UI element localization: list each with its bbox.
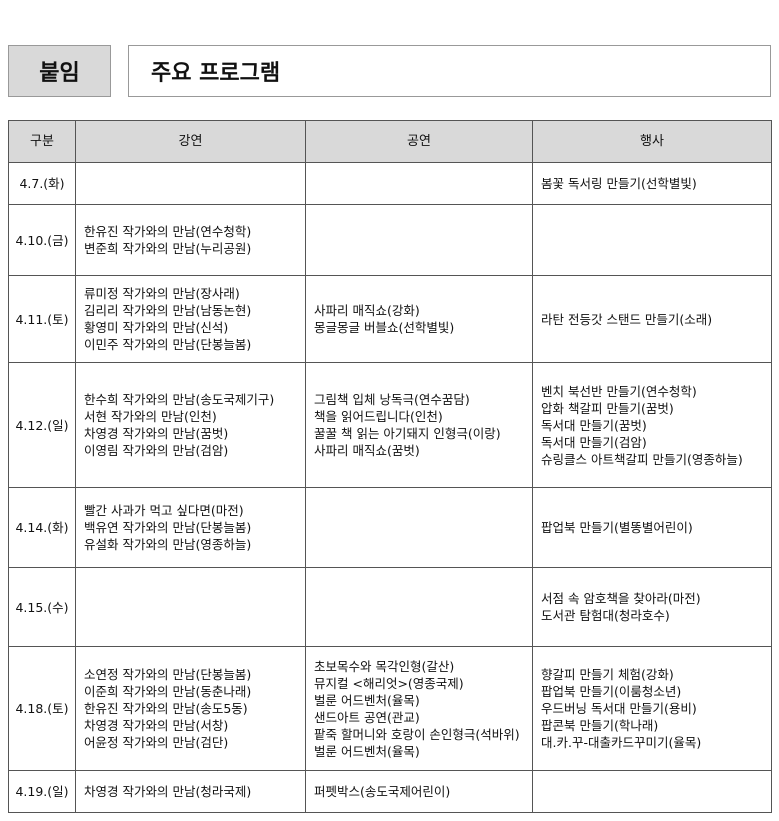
program-item: 꿀꿀 책 읽는 아기돼지 인형극(이랑): [314, 426, 501, 441]
program-item: 사파리 매직쇼(강화): [314, 303, 420, 318]
column-header: 강연: [75, 120, 306, 163]
program-item: 팝콘북 만들기(학나래): [541, 718, 659, 733]
program-item: 팝업북 만들기(이룸청소년): [541, 684, 682, 699]
date-cell: 4.18.(토): [8, 646, 76, 771]
events-cell: [532, 770, 772, 813]
program-item: 서점 속 암호책을 찾아라(마전): [541, 591, 701, 606]
events-cell: 라탄 전등갓 스탠드 만들기(소래): [532, 275, 772, 363]
program-item: 봄꽃 독서링 만들기(선학별빛): [541, 176, 697, 191]
date-cell: 4.14.(화): [8, 487, 76, 568]
table-row: 4.11.(토) 류미정 작가와의 만남(장사래) 김리리 작가와의 만남(남동논현…: [8, 275, 772, 363]
performances-cell: [305, 162, 533, 205]
program-item: 퍼펫박스(송도국제어린이): [314, 784, 451, 799]
table-row: 4.15.(수) 서점 속 암호책을 찾아라(마전) 도서관 탐험대(청라호수): [8, 567, 772, 647]
program-item: 차영경 작가와의 만남(꿈벗): [84, 426, 229, 441]
lectures-cell: 류미정 작가와의 만남(장사래) 김리리 작가와의 만남(남동논현) 황영미 작가와…: [75, 275, 306, 363]
program-item: 향갈피 만들기 체험(강화): [541, 667, 674, 682]
program-item: 슈링클스 아트책갈피 만들기(영종하늘): [541, 451, 743, 467]
program-item: 빨간 사과가 먹고 싶다면(마전): [84, 503, 244, 518]
table-row: 4.10.(금) 한유진 작가와의 만남(연수청학) 변준희 작가와의 만남(누리공…: [8, 204, 772, 276]
program-item: 한유진 작가와의 만남(연수청학): [84, 224, 252, 239]
lectures-cell: 빨간 사과가 먹고 싶다면(마전) 백유연 작가와의 만남(단봉늘봄) 유설화 작가…: [75, 487, 306, 568]
date-cell: 4.7.(화): [8, 162, 76, 205]
events-cell: 벤치 북선반 만들기(연수청학) 압화 책갈피 만들기(꿈벗) 독서대 만들기(꿈벗…: [532, 362, 772, 488]
program-item: 차영경 작가와의 만남(청라국제): [84, 784, 252, 799]
performances-cell: [305, 487, 533, 568]
performances-cell: [305, 204, 533, 276]
column-header: 구분: [8, 120, 76, 163]
program-item: 벌룬 어드벤처(율목): [314, 692, 420, 708]
program-item: 라탄 전등갓 스탠드 만들기(소래): [541, 311, 713, 327]
program-item: 팥죽 할머니와 호랑이 손인형극(석바위): [314, 726, 520, 742]
table-row: 4.19.(일) 차영경 작가와의 만남(청라국제) 퍼펫박스(송도국제어린이): [8, 770, 772, 813]
events-cell: 봄꽃 독서링 만들기(선학별빛): [532, 162, 772, 205]
program-item: 소연정 작가와의 만남(단봉늘봄): [84, 667, 252, 682]
lectures-cell: 소연정 작가와의 만남(단봉늘봄) 이준희 작가와의 만남(동춘나래) 한유진 작가…: [75, 646, 306, 771]
lectures-cell: 한유진 작가와의 만남(연수청학) 변준희 작가와의 만남(누리공원): [75, 204, 306, 276]
program-item: 변준희 작가와의 만남(누리공원): [84, 241, 252, 256]
program-item: 샌드아트 공연(관교): [314, 709, 420, 725]
table-row: 4.14.(화) 빨간 사과가 먹고 싶다면(마전) 백유연 작가와의 만남(단봉늘…: [8, 487, 772, 568]
column-header: 공연: [305, 120, 533, 163]
date-cell: 4.11.(토): [8, 275, 76, 363]
program-item: 벤치 북선반 만들기(연수청학): [541, 383, 697, 399]
page-title: 주요 프로그램: [128, 45, 771, 97]
program-item: 어윤정 작가와의 만남(검단): [84, 735, 229, 750]
program-item: 황영미 작가와의 만남(신석): [84, 320, 229, 335]
program-item: 한유진 작가와의 만남(송도5동): [84, 701, 248, 716]
program-item: 사파리 매직쇼(꿈벗): [314, 443, 420, 458]
performances-cell: 그림책 입체 낭독극(연수꿈담) 책을 읽어드립니다(인천) 꿀꿀 책 읽는 아기돼…: [305, 362, 533, 488]
header-row: 구분 강연 공연 행사: [8, 120, 772, 163]
program-item: 뮤지컬 <해리엇>(영종국제): [314, 675, 464, 691]
events-cell: 서점 속 암호책을 찾아라(마전) 도서관 탐험대(청라호수): [532, 567, 772, 647]
program-item: 차영경 작가와의 만남(서창): [84, 718, 229, 733]
attachment-label: 붙임: [8, 45, 111, 97]
program-item: 류미정 작가와의 만남(장사래): [84, 286, 240, 301]
performances-cell: 사파리 매직쇼(강화) 몽글몽글 버블쇼(선학별빛): [305, 275, 533, 363]
table-body: 4.7.(화) 봄꽃 독서링 만들기(선학별빛) 4.10.(금) 한유진 작가와의 …: [8, 162, 772, 813]
program-item: 대.카.꾸-대출카드꾸미기(율목): [541, 735, 702, 750]
performances-cell: [305, 567, 533, 647]
date-cell: 4.19.(일): [8, 770, 76, 813]
program-item: 벌룬 어드벤처(율목): [314, 743, 420, 759]
program-item: 이영림 작가와의 만남(검암): [84, 443, 229, 458]
program-item: 몽글몽글 버블쇼(선학별빛): [314, 320, 455, 335]
events-cell: 팝업북 만들기(별똥별어린이): [532, 487, 772, 568]
program-item: 독서대 만들기(검암): [541, 434, 647, 450]
date-cell: 4.10.(금): [8, 204, 76, 276]
program-item: 백유연 작가와의 만남(단봉늘봄): [84, 520, 252, 535]
table-row: 4.7.(화) 봄꽃 독서링 만들기(선학별빛): [8, 162, 772, 205]
lectures-cell: 한수희 작가와의 만남(송도국제기구) 서현 작가와의 만남(인천) 차영경 작가와…: [75, 362, 306, 488]
program-item: 우드버닝 독서대 만들기(용비): [541, 701, 697, 716]
program-item: 한수희 작가와의 만남(송도국제기구): [84, 392, 275, 407]
lectures-cell: [75, 567, 306, 647]
lectures-cell: 차영경 작가와의 만남(청라국제): [75, 770, 306, 813]
lectures-cell: [75, 162, 306, 205]
program-item: 서현 작가와의 만남(인천): [84, 409, 217, 424]
program-item: 압화 책갈피 만들기(꿈벗): [541, 400, 674, 416]
program-item: 초보목수와 목각인형(갈산): [314, 658, 455, 674]
program-item: 팝업북 만들기(별똥별어린이): [541, 520, 693, 535]
events-cell: [532, 204, 772, 276]
program-item: 김리리 작가와의 만남(남동논현): [84, 303, 252, 318]
table-row: 4.18.(토) 소연정 작가와의 만남(단봉늘봄) 이준희 작가와의 만남(동춘나…: [8, 646, 772, 771]
column-header: 행사: [532, 120, 772, 163]
program-item: 유설화 작가와의 만남(영종하늘): [84, 537, 252, 552]
program-item: 책을 읽어드립니다(인천): [314, 409, 443, 424]
date-cell: 4.12.(일): [8, 362, 76, 488]
program-item: 이준희 작가와의 만남(동춘나래): [84, 684, 252, 699]
program-item: 독서대 만들기(꿈벗): [541, 417, 647, 433]
performances-cell: 초보목수와 목각인형(갈산) 뮤지컬 <해리엇>(영종국제) 벌룬 어드벤처(율목)…: [305, 646, 533, 771]
program-item: 도서관 탐험대(청라호수): [541, 608, 670, 623]
performances-cell: 퍼펫박스(송도국제어린이): [305, 770, 533, 813]
events-cell: 향갈피 만들기 체험(강화) 팝업북 만들기(이룸청소년) 우드버닝 독서대 만들기…: [532, 646, 772, 771]
program-item: 그림책 입체 낭독극(연수꿈담): [314, 392, 470, 407]
program-table: 구분 강연 공연 행사 4.7.(화) 봄꽃 독서링 만들기(선학별빛) 4.10.(금)…: [8, 120, 772, 813]
program-item: 이민주 작가와의 만남(단봉늘봄): [84, 337, 252, 352]
date-cell: 4.15.(수): [8, 567, 76, 647]
table-row: 4.12.(일) 한수희 작가와의 만남(송도국제기구) 서현 작가와의 만남(인천…: [8, 362, 772, 488]
